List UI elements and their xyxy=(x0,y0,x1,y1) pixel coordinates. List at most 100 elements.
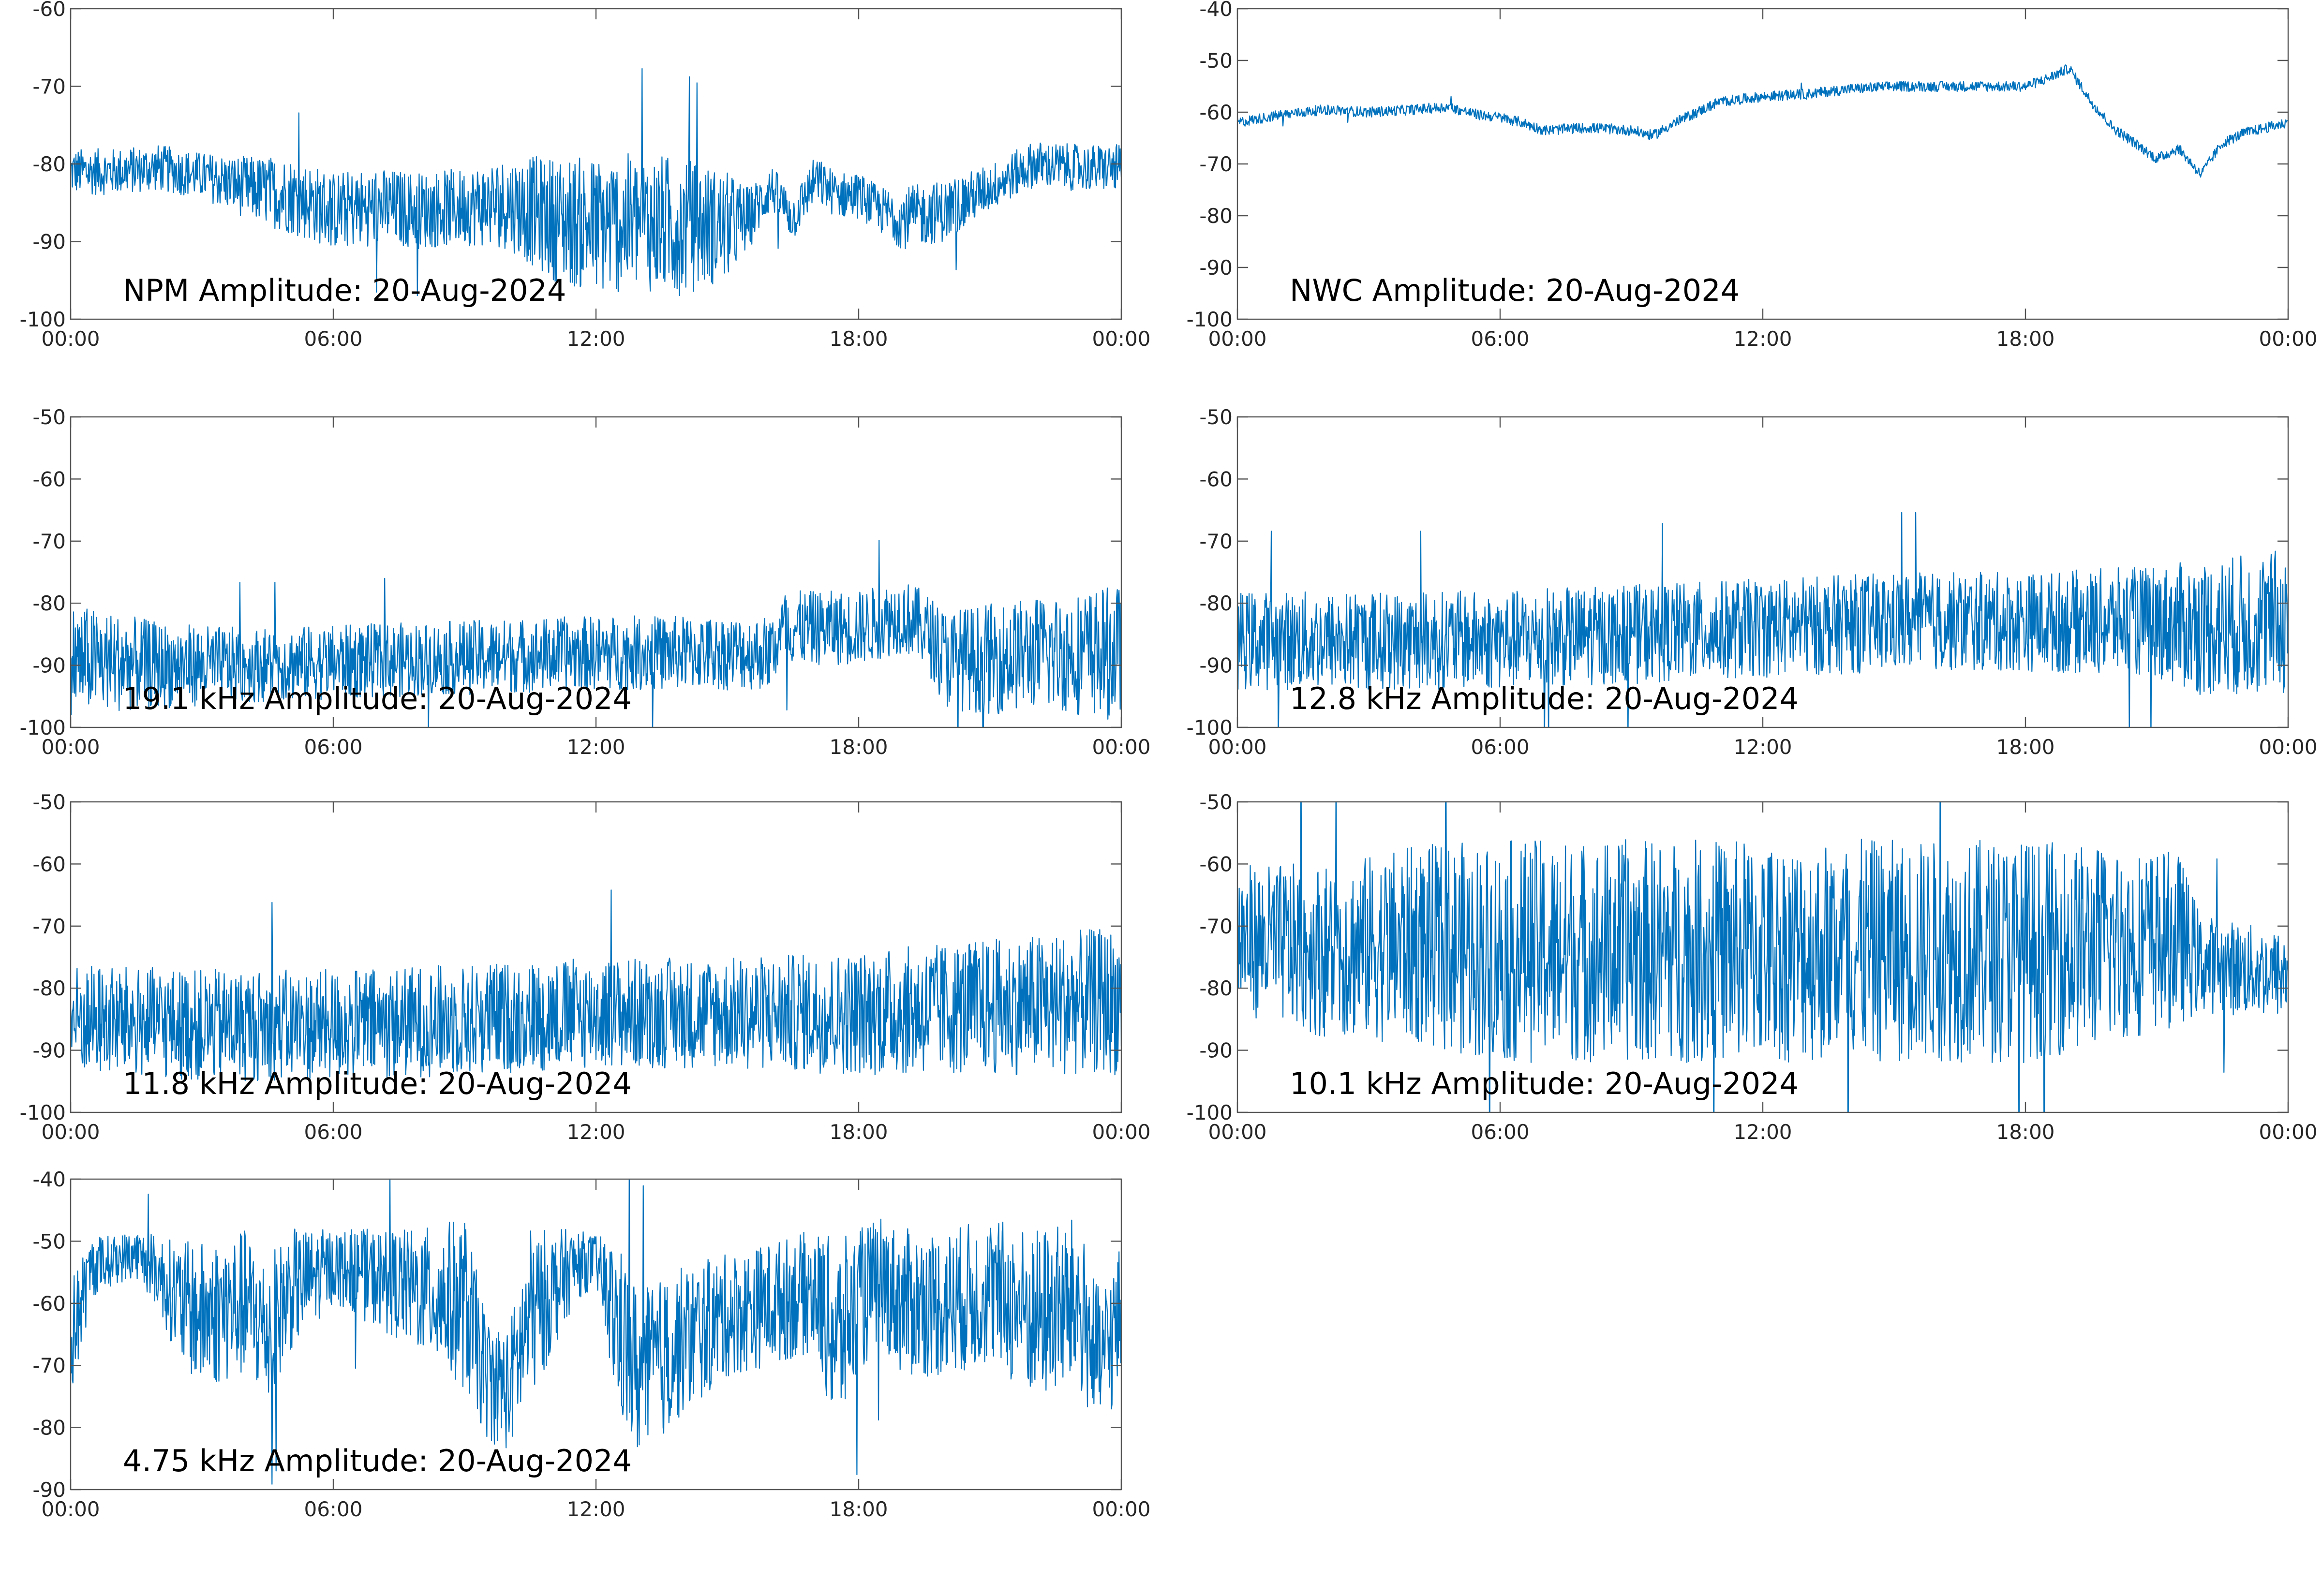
x-tick-label: 00:00 xyxy=(2259,735,2317,759)
series-line-3-1 xyxy=(71,540,1121,727)
series-line-4-1 xyxy=(1237,512,2288,727)
y-tick-label: -90 xyxy=(32,230,66,254)
y-tick-label: -60 xyxy=(1199,101,1233,124)
y-tick-label: -60 xyxy=(1199,852,1233,876)
y-tick-label: -70 xyxy=(32,1354,66,1377)
x-tick-label: 00:00 xyxy=(1208,1120,1266,1144)
x-tick-label: 06:00 xyxy=(304,735,362,759)
y-tick-label: -90 xyxy=(1199,1039,1233,1063)
y-tick-label: -100 xyxy=(20,1101,66,1124)
y-tick-label: -40 xyxy=(1199,0,1233,21)
x-tick-label: 06:00 xyxy=(1471,1120,1529,1144)
panel-annotation: NPM Amplitude: 20-Aug-2024 xyxy=(123,273,566,308)
y-tick-label: -60 xyxy=(32,1292,66,1315)
y-tick-label: -100 xyxy=(1187,716,1233,739)
panel-5: -100 -90 -80 -70 -60 -50 00:00 06:00 12:00 18:00 0… xyxy=(20,790,1151,1144)
y-tick-label: -70 xyxy=(1199,530,1233,553)
panel-annotation: 10.1 kHz Amplitude: 20-Aug-2024 xyxy=(1290,1066,1799,1101)
x-tick-label: 18:00 xyxy=(829,735,888,759)
y-tick-label: -70 xyxy=(32,915,66,938)
y-tick-label: -60 xyxy=(32,852,66,876)
y-tick-label: -50 xyxy=(1199,790,1233,814)
series-line-6-1 xyxy=(1237,802,2288,1112)
x-tick-label: 00:00 xyxy=(1092,735,1150,759)
x-tick-label: 00:00 xyxy=(41,735,100,759)
panel-annotation: 12.8 kHz Amplitude: 20-Aug-2024 xyxy=(1290,681,1799,716)
panel-3: -100 -90 -80 -70 -60 -50 00:00 06:00 12:00 18:00 0… xyxy=(20,405,1151,759)
x-tick-label: 18:00 xyxy=(829,327,888,351)
x-tick-label: 12:00 xyxy=(566,327,625,351)
x-tick-label: 12:00 xyxy=(566,1120,625,1144)
x-tick-label: 06:00 xyxy=(304,1497,362,1521)
y-tick-label: -80 xyxy=(32,152,66,176)
panel-annotation: 11.8 kHz Amplitude: 20-Aug-2024 xyxy=(123,1066,632,1101)
y-tick-label: -50 xyxy=(32,405,66,429)
series-line-5-1 xyxy=(71,889,1121,1081)
x-tick-label: 18:00 xyxy=(1996,735,2054,759)
y-tick-label: -70 xyxy=(32,75,66,99)
x-tick-label: 18:00 xyxy=(1996,1120,2054,1144)
x-tick-label: 12:00 xyxy=(1733,735,1792,759)
x-tick-label: 18:00 xyxy=(1996,327,2054,351)
y-tick-label: -100 xyxy=(20,308,66,331)
x-tick-label: 06:00 xyxy=(304,1120,362,1144)
y-tick-label: -70 xyxy=(1199,152,1233,176)
y-tick-label: -50 xyxy=(1199,49,1233,73)
y-tick-label: -90 xyxy=(1199,654,1233,678)
y-tick-label: -50 xyxy=(32,790,66,814)
x-tick-label: 00:00 xyxy=(1208,327,1266,351)
x-tick-label: 18:00 xyxy=(829,1120,888,1144)
y-tick-label: -100 xyxy=(1187,1101,1233,1124)
x-tick-label: 00:00 xyxy=(41,1497,100,1521)
x-tick-label: 12:00 xyxy=(1733,327,1792,351)
y-tick-label: -50 xyxy=(1199,405,1233,429)
x-tick-label: 00:00 xyxy=(2259,1120,2317,1144)
y-tick-label: -60 xyxy=(32,467,66,491)
panel-1: -100 -90 -80 -70 -60 00:00 06:00 12:00 18:00 00:0… xyxy=(20,0,1151,351)
y-tick-label: -60 xyxy=(32,0,66,21)
x-tick-label: 00:00 xyxy=(2259,327,2317,351)
x-tick-label: 00:00 xyxy=(1092,1120,1150,1144)
y-tick-label: -80 xyxy=(1199,976,1233,1000)
x-tick-label: 00:00 xyxy=(1092,1497,1150,1521)
series-line-2-1 xyxy=(1237,64,2288,178)
x-tick-label: 12:00 xyxy=(1733,1120,1792,1144)
y-tick-label: -100 xyxy=(20,716,66,739)
panel-2: -100 -90 -80 -70 -60 -50 -40 00:00 06:00 12:00 18:… xyxy=(1187,0,2318,351)
panel-7: -90 -80 -70 -60 -50 -40 00:00 06:00 12:00 18:00 00… xyxy=(32,1167,1150,1521)
panel-6: -100 -90 -80 -70 -60 -50 00:00 06:00 12:00 18:00 0… xyxy=(1187,790,2318,1144)
x-tick-label: 06:00 xyxy=(304,327,362,351)
x-tick-label: 06:00 xyxy=(1471,327,1529,351)
x-tick-label: 12:00 xyxy=(566,735,625,759)
y-tick-label: -80 xyxy=(32,976,66,1000)
panel-annotation: 4.75 kHz Amplitude: 20-Aug-2024 xyxy=(123,1443,632,1478)
y-tick-label: -40 xyxy=(32,1167,66,1191)
y-tick-label: -80 xyxy=(1199,204,1233,228)
y-tick-label: -60 xyxy=(1199,467,1233,491)
x-tick-label: 12:00 xyxy=(566,1497,625,1521)
x-tick-label: 00:00 xyxy=(1092,327,1150,351)
y-tick-label: -80 xyxy=(1199,591,1233,615)
y-tick-label: -70 xyxy=(32,530,66,553)
y-tick-label: -50 xyxy=(32,1229,66,1253)
y-tick-label: -80 xyxy=(32,591,66,615)
series-line-1-1 xyxy=(71,68,1121,296)
panel-annotation: NWC Amplitude: 20-Aug-2024 xyxy=(1290,273,1740,308)
panel-4: -100 -90 -80 -70 -60 -50 00:00 06:00 12:00 18:00 0… xyxy=(1187,405,2318,759)
y-tick-label: -70 xyxy=(1199,915,1233,938)
x-tick-label: 00:00 xyxy=(1208,735,1266,759)
x-tick-label: 06:00 xyxy=(1471,735,1529,759)
y-tick-label: -90 xyxy=(1199,256,1233,280)
y-tick-label: -90 xyxy=(32,1478,66,1502)
y-tick-label: -80 xyxy=(32,1416,66,1440)
y-tick-label: -100 xyxy=(1187,308,1233,331)
panel-annotation: 19.1 kHz Amplitude: 20-Aug-2024 xyxy=(123,681,632,716)
x-tick-label: 00:00 xyxy=(41,327,100,351)
panels-root: -100 -90 -80 -70 -60 00:00 06:00 12:00 18:00 00:0… xyxy=(20,0,2318,1521)
series-line-7-1 xyxy=(71,1179,1121,1485)
x-tick-label: 00:00 xyxy=(41,1120,100,1144)
y-tick-label: -90 xyxy=(32,654,66,678)
y-tick-label: -90 xyxy=(32,1039,66,1063)
x-tick-label: 18:00 xyxy=(829,1497,888,1521)
